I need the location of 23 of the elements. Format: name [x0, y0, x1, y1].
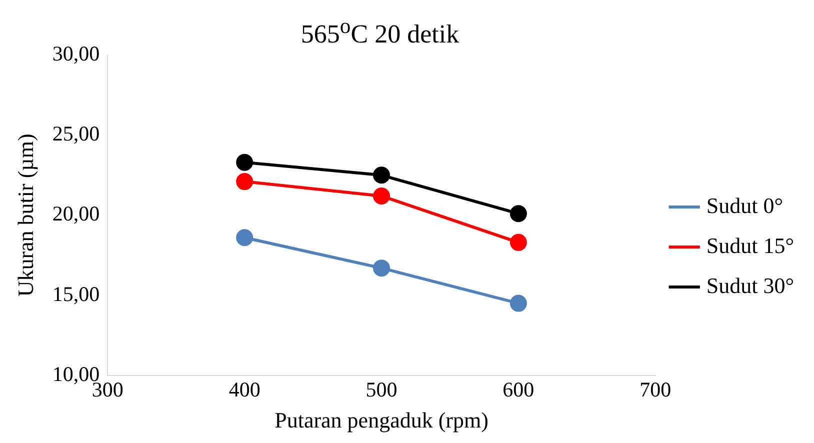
x-tick-label: 500 — [366, 378, 398, 402]
y-tick-label: 20,00 — [52, 202, 100, 226]
legend-label: Sudut 30° — [706, 272, 794, 298]
legend-label: Sudut 0° — [706, 192, 784, 218]
legend-label: Sudut 15° — [706, 232, 794, 258]
point — [373, 187, 390, 204]
point — [510, 294, 527, 312]
x-axis-title: Putaran pengaduk (rpm) — [274, 408, 488, 433]
y-tick-label: 25,00 — [52, 122, 100, 146]
y-axis-title: Ukuran butir (µm) — [12, 134, 38, 297]
y-tick-label: 15,00 — [52, 282, 100, 306]
x-tick-label: 400 — [228, 378, 260, 402]
point — [373, 260, 390, 277]
point — [236, 229, 254, 246]
y-tick-label: 30,00 — [52, 42, 100, 66]
point — [236, 173, 254, 190]
x-tick-label: 700 — [640, 378, 672, 402]
point — [373, 166, 390, 184]
x-tick-label: 600 — [502, 378, 534, 402]
point — [510, 234, 527, 251]
point — [510, 205, 527, 222]
point — [236, 154, 254, 171]
chart-title: 565$^{o}$C 20 detik — [300, 14, 460, 49]
